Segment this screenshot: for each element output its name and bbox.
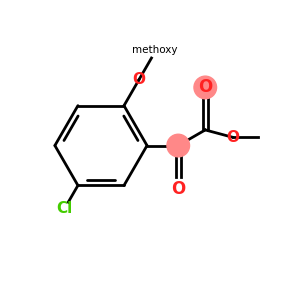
Text: O: O [132,72,146,87]
Text: O: O [198,78,212,96]
Text: methoxy: methoxy [132,45,177,55]
Text: O: O [226,130,239,145]
Text: O: O [171,180,185,198]
Circle shape [194,76,217,99]
Text: Cl: Cl [56,201,73,216]
Circle shape [167,134,190,157]
